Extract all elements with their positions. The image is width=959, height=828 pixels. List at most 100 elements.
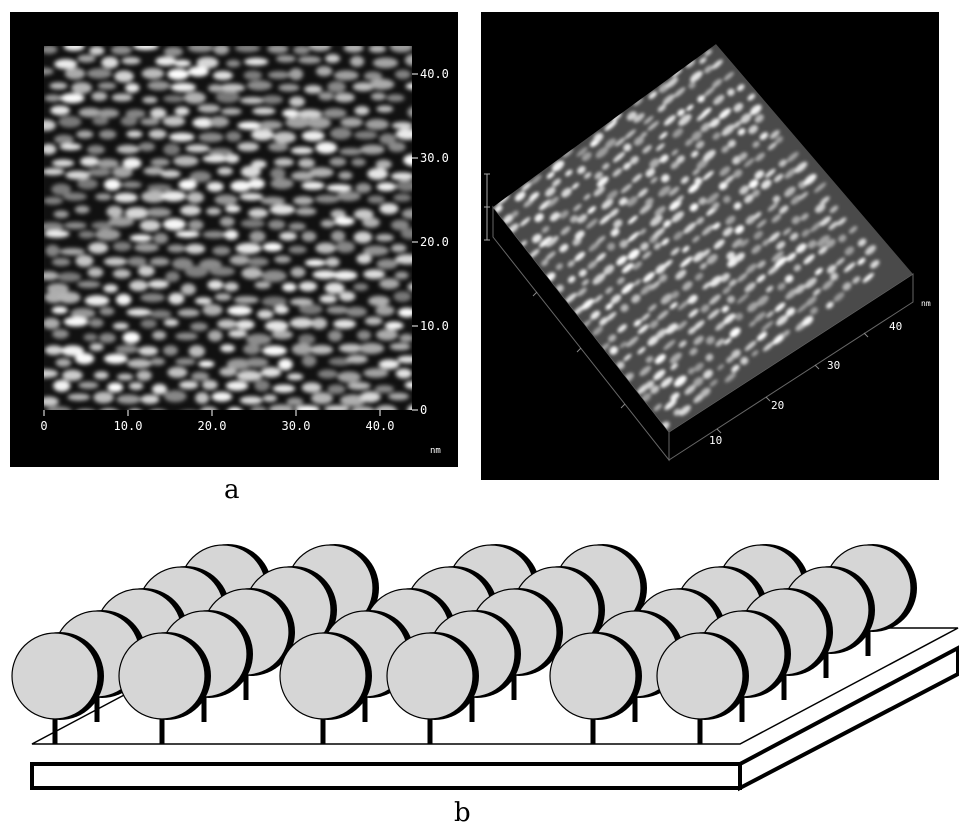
afm-grain <box>233 296 259 304</box>
afm-3d-peak <box>700 304 710 313</box>
afm-grain <box>112 166 133 178</box>
afm-grain <box>89 318 104 328</box>
afm-grain <box>319 294 338 304</box>
afm-grain <box>379 278 400 290</box>
afm-grain <box>220 344 236 353</box>
afm-3d-peak <box>711 59 723 70</box>
afm-grain <box>91 221 113 230</box>
afm-grain <box>111 93 133 102</box>
afm-grain <box>325 54 341 63</box>
afm-3d-peak <box>804 277 817 289</box>
afm-grain <box>180 283 196 296</box>
afm-grain <box>316 66 333 77</box>
afm-grain <box>141 190 167 203</box>
afm-grain <box>262 242 283 252</box>
afm-grain <box>95 228 121 241</box>
afm-3d-peak <box>737 128 746 136</box>
afm-3d-peak <box>771 214 782 223</box>
afm-grain <box>44 317 60 330</box>
afm-grain <box>187 46 214 53</box>
afm-grain <box>150 357 165 366</box>
afm-grain <box>360 144 385 155</box>
afm-grain <box>374 385 394 393</box>
afm-3d-peak <box>802 315 814 326</box>
afm-3d-peak <box>760 179 772 190</box>
afm-grain <box>140 319 157 329</box>
afm-grain <box>190 322 208 332</box>
afm-grain <box>89 343 104 352</box>
afm-3d-peak <box>572 237 582 246</box>
afm-3d-peak <box>756 274 766 283</box>
afm-grain <box>108 216 135 227</box>
afm-grain <box>64 222 87 229</box>
afm-3d-peak <box>677 299 691 311</box>
afm-3d-peak <box>640 242 649 251</box>
afm-3d-peak <box>748 124 758 135</box>
afm-grain <box>147 184 172 192</box>
afm-grain <box>63 192 87 201</box>
afm-3d-peak <box>659 131 668 140</box>
afm-grain <box>311 392 333 405</box>
afm-grain <box>250 406 267 410</box>
afm-3d-peak <box>620 303 629 313</box>
afm-3d-peak <box>692 168 701 176</box>
afm-2d-y-tick: 0 <box>420 403 427 417</box>
afm-grain <box>49 82 68 90</box>
afm-3d-peak <box>623 353 632 362</box>
afm-grain <box>353 283 369 291</box>
afm-3d-peak <box>795 243 807 254</box>
afm-3d-peak <box>663 115 676 126</box>
afm-2d-x-axis <box>43 410 381 416</box>
afm-grain <box>71 82 92 94</box>
afm-3d-peak <box>754 311 766 323</box>
afm-grain <box>337 371 361 383</box>
particle-array <box>11 544 917 744</box>
afm-3d-peak <box>633 279 642 286</box>
afm-3d-peak <box>732 238 743 249</box>
afm-grain <box>291 343 312 356</box>
afm-3d-peak <box>673 231 684 241</box>
afm-3d-peak <box>653 369 666 381</box>
afm-grain <box>44 345 64 356</box>
afm-grain <box>353 209 374 220</box>
afm-3d-peak <box>694 177 703 186</box>
afm-grain <box>65 170 91 180</box>
afm-grain <box>129 280 148 292</box>
afm-3d-peak <box>610 294 622 304</box>
afm-3d-peak <box>844 246 855 256</box>
afm-grain <box>235 319 255 330</box>
afm-grain <box>95 193 112 201</box>
afm-3d-peak <box>673 87 686 98</box>
afm-grain <box>289 298 314 306</box>
afm-3d-left-axis <box>532 291 626 409</box>
afm-grain <box>44 230 70 238</box>
afm-3d-peak <box>814 203 826 213</box>
afm-3d-peak <box>654 354 666 364</box>
afm-3d-peak <box>731 364 740 373</box>
afm-3d-peak <box>789 232 799 241</box>
afm-3d-peak <box>660 376 673 388</box>
afm-grain <box>215 91 240 103</box>
afm-3d-peak <box>733 120 742 129</box>
afm-3d-peak <box>703 369 713 379</box>
afm-grain <box>178 410 201 418</box>
afm-grain <box>245 333 272 345</box>
afm-3d-peak <box>784 186 796 197</box>
afm-3d-peak <box>704 49 713 57</box>
afm-3d-axis-tick: 30 <box>827 359 840 372</box>
afm-grain <box>197 104 221 113</box>
afm-3d-peak <box>696 217 705 225</box>
afm-grain <box>301 382 322 393</box>
afm-grain <box>138 346 159 356</box>
afm-3d-peak <box>726 355 734 364</box>
afm-3d-peak <box>693 335 704 346</box>
afm-3d-peak <box>812 288 821 296</box>
afm-3d-axis-tick: 20 <box>771 399 784 412</box>
afm-3d-peak <box>532 233 542 243</box>
afm-grain <box>99 129 117 140</box>
afm-3d-peak <box>633 113 645 123</box>
afm-3d-peak <box>805 296 817 307</box>
afm-grain <box>134 243 159 253</box>
afm-3d-peak <box>621 263 634 274</box>
afm-grain <box>286 397 304 406</box>
